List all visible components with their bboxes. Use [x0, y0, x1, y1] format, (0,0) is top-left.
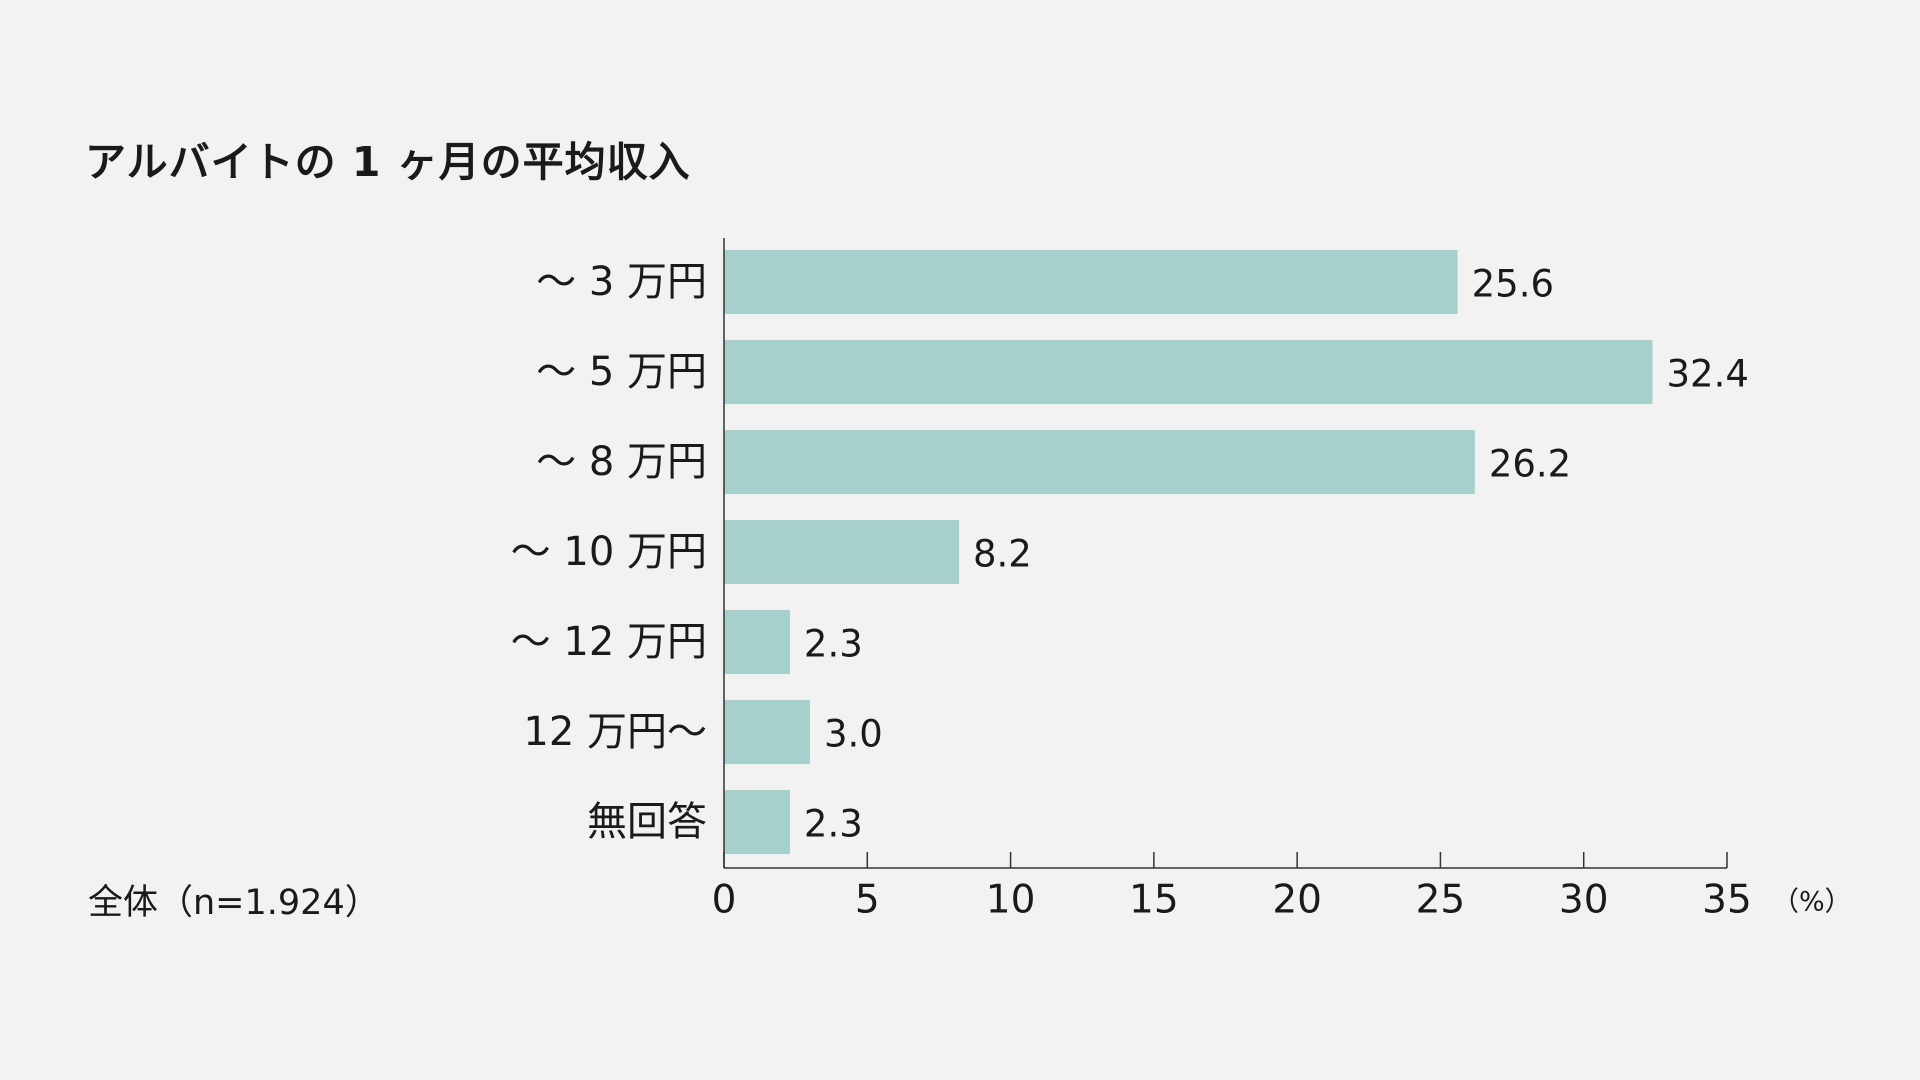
x-tick-label: 25: [1416, 878, 1466, 923]
category-label: ～ 8 万円: [536, 439, 707, 485]
category-label: ～ 10 万円: [511, 529, 707, 575]
x-tick-label: 35: [1702, 878, 1752, 923]
value-label: 3.0: [824, 713, 883, 756]
x-unit-label: （%）: [1772, 887, 1852, 918]
bar: [724, 250, 1458, 314]
value-label: 2.3: [804, 803, 863, 846]
x-tick-label: 15: [1129, 878, 1179, 923]
value-label: 2.3: [804, 623, 863, 666]
bar: [724, 520, 959, 584]
value-label: 25.6: [1472, 263, 1554, 306]
bars-layer: [724, 250, 1653, 854]
bar: [724, 340, 1653, 404]
value-label: 32.4: [1666, 353, 1748, 396]
category-label: ～ 5 万円: [536, 349, 707, 395]
category-label: ～ 12 万円: [511, 619, 707, 665]
value-label: 26.2: [1489, 443, 1571, 486]
x-tick-label: 30: [1559, 878, 1609, 923]
category-label: 12 万円～: [523, 709, 707, 755]
bar: [724, 610, 790, 674]
value-label: 8.2: [973, 533, 1032, 576]
x-tick-label: 5: [855, 878, 880, 923]
axes-layer: [723, 238, 1728, 869]
bar: [724, 430, 1475, 494]
bar: [724, 700, 810, 764]
chart-title: アルバイトの 1 ヶ月の平均収入: [85, 138, 691, 186]
x-tick-label: 20: [1272, 878, 1322, 923]
x-tick-label: 0: [712, 878, 737, 923]
labels-layer: ～ 3 万円 25.6 ～ 5 万円 32.4 ～ 8 万円 26.2 ～ 10 万円 8.2…: [511, 259, 1852, 923]
x-tick-label: 10: [986, 878, 1036, 923]
category-label: ～ 3 万円: [536, 259, 707, 305]
category-label: 無回答: [587, 799, 707, 845]
sample-size-note: 全体（n=1.924）: [88, 883, 380, 923]
bar: [724, 790, 790, 854]
